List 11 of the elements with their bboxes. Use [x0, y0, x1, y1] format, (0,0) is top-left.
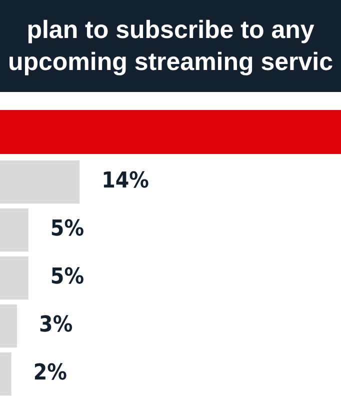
data-label: 5% — [50, 216, 84, 242]
bar — [0, 304, 18, 348]
data-label: 5% — [50, 264, 84, 290]
bar — [0, 352, 12, 396]
data-label: 14% — [102, 168, 150, 194]
bar — [0, 256, 28, 300]
bar — [0, 208, 28, 252]
bar — [0, 160, 80, 204]
data-label: 2% — [33, 360, 68, 386]
data-label: 3% — [39, 312, 73, 338]
text: plan to subscribe to any upcoming streaming servic — [6, 15, 334, 78]
